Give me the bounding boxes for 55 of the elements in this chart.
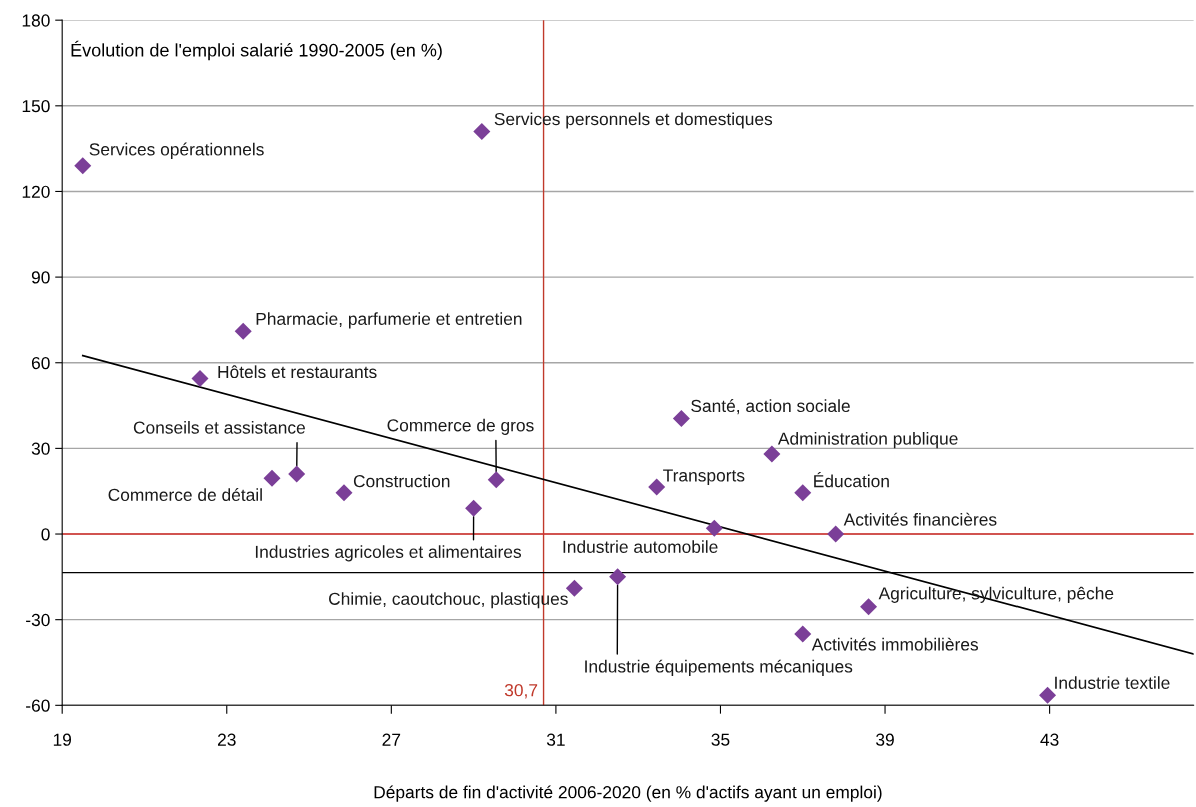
point: [465, 499, 483, 517]
x-tick-label: 43: [1040, 733, 1059, 746]
y-tick-label: 0: [41, 528, 50, 541]
annotation: Hôtels et restaurants: [218, 365, 377, 379]
annotation: Construction: [353, 474, 450, 488]
annotation: Industrie textile: [1055, 676, 1170, 689]
y-tick-label: 150: [22, 99, 50, 113]
x-tick-label: 23: [217, 733, 236, 746]
point: [794, 625, 812, 643]
annotation: Conseils et assistance: [133, 420, 305, 434]
annotation: Administration publique: [777, 432, 958, 449]
point: [487, 471, 505, 489]
x-tick-label: 35: [711, 733, 730, 746]
x-tick-label: 31: [546, 733, 565, 746]
point: [763, 445, 781, 463]
y-tick-label: 180: [22, 14, 50, 27]
x-axis-title: Départs de fin d'activité 2006-2020 (en % d'actifs ayant un emploi): [374, 785, 882, 802]
point: [335, 484, 353, 502]
annotation: Services opérationnels: [89, 142, 264, 159]
y-tick-label: 90: [31, 271, 50, 284]
point: [234, 322, 252, 340]
point: [860, 598, 878, 616]
annotation: Industries agricoles et alimentaires: [255, 545, 522, 562]
point: [672, 409, 690, 427]
point: [794, 484, 812, 502]
annotation: Industrie automobile: [563, 540, 718, 553]
point: [74, 157, 92, 175]
text: Évolution de l'emploi salarié 1990-2005 (en %): [71, 40, 442, 61]
point: [705, 519, 723, 537]
annotation: Agriculture, sylviculture, pêche: [878, 586, 1114, 603]
x-tick-label: 19: [53, 733, 72, 746]
annotation: Activités financières: [843, 512, 997, 526]
y-tick-label: -30: [26, 613, 50, 627]
x-tick-label: 27: [382, 733, 401, 746]
annotation: Pharmacie, parfumerie et entretien: [256, 312, 522, 329]
point: [473, 123, 491, 141]
annotation: Santé, action sociale: [691, 399, 850, 415]
point: [1039, 686, 1057, 704]
point: [263, 469, 281, 487]
point: [609, 568, 627, 586]
annotation: Transports: [663, 469, 745, 486]
point: [288, 465, 306, 483]
y-tick-label: 60: [31, 356, 50, 370]
y-tick-label: -60: [26, 699, 50, 712]
annotation: Éducation: [814, 472, 889, 488]
annotation: Industrie équipements mécaniques: [585, 659, 853, 677]
annotation: Commerce de gros: [387, 418, 534, 435]
annotation: Commerce de détail: [108, 488, 262, 502]
ref-line-label: 30,7: [504, 684, 538, 699]
annotation: Activités immobilières: [811, 637, 979, 651]
point: [191, 369, 209, 387]
x-tick-label: 39: [876, 733, 894, 746]
point: [827, 525, 845, 543]
y-tick-label: 30: [31, 442, 50, 455]
y-tick-label: 120: [22, 185, 50, 198]
